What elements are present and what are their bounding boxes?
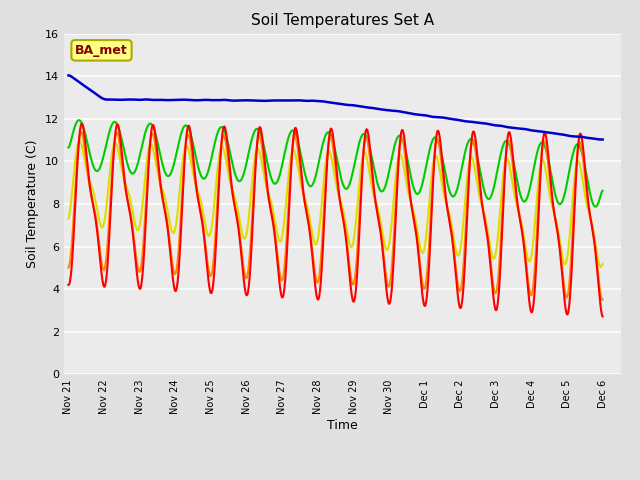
Text: BA_met: BA_met	[75, 44, 128, 57]
X-axis label: Time: Time	[327, 420, 358, 432]
Legend: -2cm, -4cm, -8cm, -16cm, -32cm: -2cm, -4cm, -8cm, -16cm, -32cm	[113, 475, 572, 480]
Title: Soil Temperatures Set A: Soil Temperatures Set A	[251, 13, 434, 28]
Y-axis label: Soil Temperature (C): Soil Temperature (C)	[26, 140, 40, 268]
